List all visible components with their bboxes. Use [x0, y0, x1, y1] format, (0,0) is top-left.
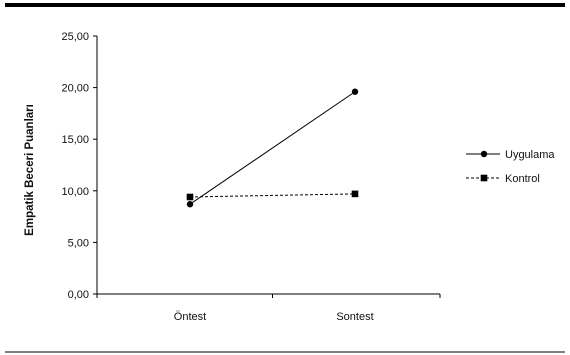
- series-line: [189, 91, 356, 205]
- y-tick-label: 15,00: [61, 134, 89, 146]
- y-tick-label: 25,00: [61, 31, 89, 43]
- x-tick-label: Öntest: [174, 311, 206, 323]
- y-axis-label: Empatik Beceri Puanları: [24, 104, 36, 236]
- x-tick-label: Sontest: [336, 311, 373, 323]
- series-line: [189, 193, 356, 198]
- legend-label: Uygulama: [505, 149, 555, 161]
- data-point: [351, 190, 359, 198]
- y-tick-label: 10,00: [61, 186, 89, 198]
- legend-marker: [480, 150, 488, 158]
- legend-label: Kontrol: [505, 173, 540, 185]
- legend-marker: [480, 174, 488, 182]
- x-ticks: Öntest Sontest: [96, 294, 441, 323]
- data-point: [186, 193, 194, 201]
- top-rule: [5, 3, 565, 7]
- y-tick-label: 5,00: [68, 237, 89, 249]
- legend: Uygulama Kontrol: [466, 149, 555, 185]
- series-group: [186, 88, 359, 208]
- data-point: [351, 88, 359, 95]
- y-tick-label: 0,00: [68, 289, 89, 301]
- y-ticks: 0,00 5,00 10,00 15,00 20,00 25,00: [61, 31, 97, 301]
- y-tick-label: 20,00: [61, 83, 89, 95]
- data-point: [186, 201, 194, 208]
